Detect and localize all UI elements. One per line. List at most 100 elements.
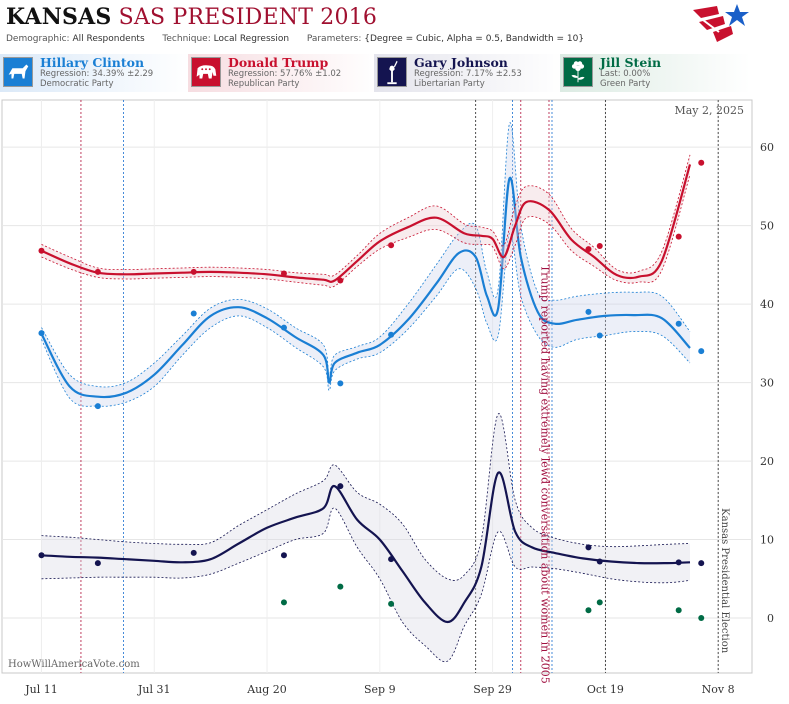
y-tick-label: 20: [760, 455, 774, 468]
candidate-stat: Regression: 7.17% ±2.53: [414, 69, 522, 79]
poll-point: [585, 607, 592, 614]
y-tick-label: 0: [767, 612, 774, 625]
y-tick-label: 10: [760, 534, 774, 547]
x-tick-label: Oct 19: [587, 683, 624, 696]
series-hillary-clinton: [38, 122, 705, 410]
poll-point: [38, 330, 45, 337]
regression-line: [41, 164, 692, 283]
poll-point: [190, 310, 197, 317]
poll-point: [94, 403, 101, 410]
poll-point: [388, 242, 395, 249]
technique-value: Local Regression: [213, 34, 290, 44]
candidate-legend: Hillary Clinton Regression: 34.39% ±2.29…: [0, 54, 789, 92]
poll-point: [94, 560, 101, 567]
poll-point: [94, 268, 101, 275]
technique-label: Technique:: [162, 34, 211, 44]
event-annotation: Kansas Presidential Election: [719, 508, 730, 654]
poll-point: [675, 559, 682, 566]
x-tick-label: Nov 8: [702, 683, 735, 696]
upper-bound-line: [41, 413, 691, 581]
legend-item-stein: Jill Stein Last: 0.00% Green Party: [560, 54, 750, 92]
watermark: HowWillAmericaVote.com: [8, 659, 140, 670]
regression-chart: 0 10 20 30 40 50 60 Jul 11 Jul 31 Aug 20 Sep 9 Sep …: [1, 99, 774, 696]
poll-point: [38, 552, 45, 559]
candidate-party: Libertarian Party: [414, 79, 485, 89]
poll-point: [698, 560, 705, 567]
poll-point: [190, 549, 197, 556]
candidate-stat: Regression: 57.76% ±1.02: [228, 69, 342, 79]
parameters-value: {Degree = Cubic, Alpha = 0.5, Bandwidth …: [364, 34, 585, 44]
poll-point: [190, 268, 197, 275]
legend-item-trump: Donald Trump Regression: 57.76% ±1.02 Re…: [188, 54, 378, 92]
poll-point: [698, 348, 705, 355]
poll-point: [675, 233, 682, 240]
lower-bound-line: [41, 507, 691, 663]
poll-point: [337, 483, 344, 490]
x-tick-label: Jul 31: [137, 683, 171, 696]
poll-point: [675, 320, 682, 327]
regression-line: [40, 176, 691, 399]
state-name: KANSAS: [6, 4, 112, 30]
poll-point: [596, 242, 603, 249]
y-tick-label: 40: [760, 298, 774, 311]
candidate-name: Donald Trump: [228, 55, 329, 70]
candidate-stat: Last: 0.00%: [600, 69, 651, 79]
series-gary-johnson: [38, 413, 705, 663]
poll-point: [280, 599, 287, 606]
poll-point: [388, 556, 395, 563]
candidate-party: Green Party: [600, 79, 651, 89]
lower-bound-line: [41, 232, 691, 407]
flower-icon: [563, 57, 593, 87]
parameters-line: Demographic: All Respondents Technique: …: [6, 34, 584, 44]
poll-point: [596, 558, 603, 565]
legend-item-clinton: Hillary Clinton Regression: 34.39% ±2.29…: [0, 54, 190, 92]
x-tick-label: Jul 11: [24, 683, 58, 696]
poll-point: [388, 331, 395, 338]
series-jill-stein: [280, 583, 705, 622]
poll-point: [38, 247, 45, 254]
poll-point: [675, 607, 682, 614]
legend-item-johnson: Gary Johnson Regression: 7.17% ±2.53 Lib…: [374, 54, 564, 92]
confidence-band: [41, 154, 690, 288]
poll-point: [585, 544, 592, 551]
candidate-name: Hillary Clinton: [40, 55, 145, 70]
poll-point: [698, 615, 705, 622]
poll-point: [280, 270, 287, 277]
parameters-label: Parameters:: [306, 34, 362, 44]
poll-point: [337, 583, 344, 590]
poll-point: [585, 246, 592, 253]
poll-point: [337, 277, 344, 284]
candidate-party: Democratic Party: [40, 79, 114, 89]
title-subtitle: SAS PRESIDENT 2016: [118, 5, 378, 30]
poll-point: [698, 159, 705, 166]
poll-point: [337, 380, 344, 387]
lower-bound-line: [41, 174, 691, 288]
confidence-band: [41, 413, 690, 662]
x-tick-label: Sep 9: [364, 683, 396, 696]
demographic-value: All Respondents: [72, 34, 145, 44]
poll-point: [280, 552, 287, 559]
regression-line: [41, 471, 691, 624]
flag-logo: [693, 4, 749, 42]
poll-point: [388, 600, 395, 607]
y-tick-label: 50: [760, 220, 774, 233]
event-annotation: Trump reported having extremely lewd con…: [539, 265, 552, 684]
page-title: KANSAS SAS PRESIDENT 2016: [6, 4, 377, 30]
series-donald-trump: [38, 154, 705, 288]
x-tick-label: Aug 20: [246, 683, 287, 696]
poll-point: [596, 332, 603, 339]
poll-point: [585, 308, 592, 315]
demographic-label: Demographic:: [6, 34, 70, 44]
poll-point: [596, 599, 603, 606]
liberty-statue-icon: [377, 57, 407, 87]
donkey-icon: [3, 57, 33, 87]
date-label: May 2, 2025: [674, 104, 744, 117]
candidate-name: Gary Johnson: [414, 55, 508, 70]
y-tick-label: 30: [760, 377, 774, 390]
header: KANSAS SAS PRESIDENT 2016 Demographic: A…: [0, 0, 789, 52]
x-tick-label: Sep 29: [473, 683, 512, 696]
candidate-stat: Regression: 34.39% ±2.29: [40, 69, 154, 79]
poll-point: [280, 324, 287, 331]
candidate-name: Jill Stein: [600, 55, 662, 70]
y-tick-label: 60: [760, 141, 774, 154]
